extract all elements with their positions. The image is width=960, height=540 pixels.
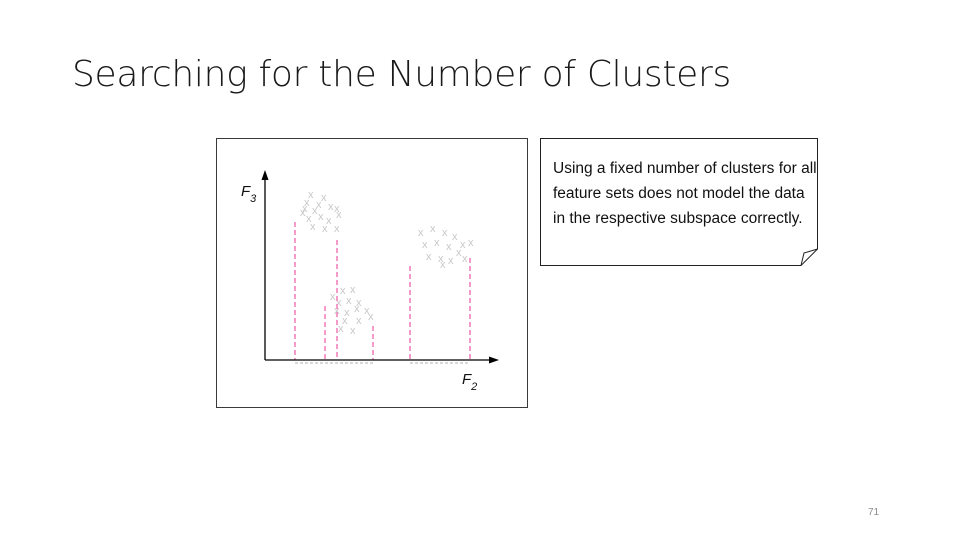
data-point-31: x [418,227,424,239]
data-point-18: x [350,284,356,296]
data-point-2: x [304,197,310,209]
data-point-17: x [340,285,346,297]
data-point-22: x [334,305,340,317]
callout-text: Using a fixed number of clusters for all… [553,160,817,227]
data-point-30: x [350,325,356,337]
data-point-39: x [446,241,452,253]
data-point-26: x [342,315,348,327]
data-point-36: x [468,237,474,249]
y-axis-label: F3 [241,183,257,205]
callout-shape [540,138,818,266]
data-point-37: x [422,239,428,251]
data-point-10: x [326,215,332,227]
data-point-41: x [426,251,432,263]
data-point-16: x [330,291,336,303]
callout-fold [800,248,818,266]
page-number: 71 [868,507,880,518]
x-axis-arrow [489,356,499,364]
x-axis-label: F2 [462,371,477,393]
data-point-5: x [312,205,318,217]
data-point-4: x [328,201,334,213]
data-point-6: x [300,207,306,219]
cluster-boundaries [294,222,471,360]
data-point-44: x [462,253,468,265]
data-point-23: x [344,307,350,319]
data-point-21: x [356,297,362,309]
data-point-29: x [338,323,344,335]
data-point-8: x [306,213,312,225]
data-point-9: x [318,211,324,223]
data-point-35: x [460,239,466,251]
data-point-7: x [334,203,340,215]
data-point-40: x [456,247,462,259]
data-point-42: x [438,253,444,265]
data-points: x xx x xxx xx x x xx x xxx x xx x xx x x xx x xx xx x x xx xx x x… [300,189,474,337]
data-point-38: x [434,237,440,249]
data-point-14: x [334,223,340,235]
data-point-12: x [310,221,316,233]
data-point-11: x [336,209,342,221]
data-point-28: x [368,311,374,323]
data-point-32: x [430,223,436,235]
data-point-13: x [322,223,328,235]
data-point-0: x [308,189,314,201]
data-point-27: x [356,315,362,327]
callout-note [540,138,818,266]
y-axis-arrow [261,170,269,180]
data-point-1: x [321,192,327,204]
data-point-19: x [336,297,342,309]
slide-title: Searching for the Number of Clusters [72,54,731,95]
data-point-20: x [346,295,352,307]
data-point-25: x [364,305,370,317]
subspace-diagram: x xx x xxx xx x x xx x xxx x xx x xx x x xx x xx xx x x xx xx x x… [216,138,528,408]
data-point-33: x [442,227,448,239]
data-point-34: x [452,231,458,243]
data-point-3: x [316,199,322,211]
data-point-45: x [440,259,446,271]
data-point-43: x [448,255,454,267]
data-point-24: x [354,303,360,315]
data-point-15: x [302,203,308,215]
